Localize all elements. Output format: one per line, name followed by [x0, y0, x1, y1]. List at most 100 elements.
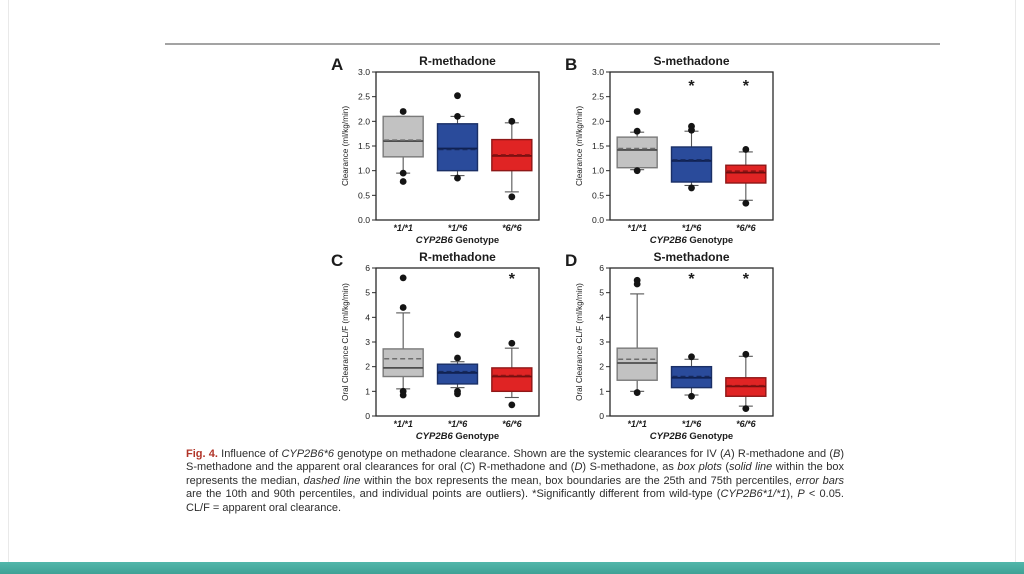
- outlier-dot: [399, 391, 407, 399]
- outlier-dot: [633, 108, 641, 115]
- significance-asterisk: *: [688, 78, 695, 95]
- y-tick-label: 0.0: [592, 215, 604, 225]
- panel-letter: A: [331, 55, 343, 74]
- y-axis-label: Clearance (ml/kg/min): [575, 106, 584, 186]
- y-tick-label: 1.5: [592, 141, 604, 151]
- y-tick-label: 3: [599, 337, 604, 347]
- outlier-dot: [688, 184, 695, 192]
- panel-title: S-methadone: [653, 54, 729, 68]
- outlier-dot: [633, 389, 641, 396]
- box-plot-group: [382, 108, 424, 185]
- outlier-dot: [742, 350, 750, 358]
- y-tick-label: 1.0: [592, 166, 604, 176]
- caption-segment: within the box represents the mean, box …: [360, 474, 796, 487]
- y-tick-label: 4: [365, 312, 370, 322]
- caption-segment: box plots: [677, 461, 722, 474]
- y-tick-label: 1.5: [358, 141, 370, 151]
- caption-segment: within the box represents the median,: [186, 461, 844, 487]
- box: [616, 347, 658, 381]
- x-axis-title: CYP2B6 Genotype: [650, 431, 733, 442]
- slide-left-edge: [8, 0, 9, 574]
- significance-asterisk: *: [509, 271, 516, 288]
- y-tick-label: 6: [365, 263, 370, 273]
- box-plot-group: [670, 353, 713, 400]
- y-tick-label: 2.0: [358, 116, 370, 126]
- y-tick-label: 5: [599, 288, 604, 298]
- outlier-dot: [454, 113, 461, 120]
- caption-segment: CYP2B6*1/*1: [720, 488, 787, 501]
- caption-segment: A: [723, 448, 731, 460]
- caption-segment: CYP2B6*6: [281, 448, 335, 460]
- caption-segment: solid line: [729, 461, 773, 474]
- outlier-dot: [633, 167, 641, 175]
- outlier-dot: [688, 392, 695, 400]
- y-axis-label: Oral Clearance CL/F (ml/kg/min): [341, 283, 350, 401]
- box: [436, 363, 479, 385]
- x-axis-title: CYP2B6 Genotype: [416, 235, 499, 246]
- box-plot-group: [616, 108, 658, 175]
- y-tick-label: 4: [599, 312, 604, 322]
- y-tick-label: 1.0: [358, 166, 370, 176]
- outlier-dot: [688, 126, 695, 134]
- box-plot-group: [725, 146, 767, 207]
- outlier-dot: [454, 390, 461, 398]
- outlier-dot: [454, 92, 461, 100]
- box-plot-group: [436, 331, 479, 398]
- x-category-label: *1/*6: [682, 419, 703, 429]
- y-axis-label: Clearance (ml/kg/min): [341, 106, 350, 186]
- box: [382, 348, 424, 378]
- y-tick-label: 2: [599, 362, 604, 372]
- slide-right-edge: [1015, 0, 1016, 574]
- footer-accent-bar: [0, 562, 1024, 574]
- x-category-label: *1/*6: [448, 223, 469, 233]
- panel-letter: D: [565, 251, 577, 270]
- x-category-label: *1/*1: [627, 419, 647, 429]
- x-category-label: *6/*6: [502, 419, 523, 429]
- outlier-dot: [454, 331, 461, 338]
- y-tick-label: 5: [365, 288, 370, 298]
- y-tick-label: 0: [599, 411, 604, 421]
- x-category-label: *1/*1: [393, 419, 413, 429]
- box-plot-group: [670, 122, 713, 192]
- outlier-dot: [633, 127, 641, 135]
- box: [382, 115, 424, 158]
- y-tick-label: 2.0: [592, 116, 604, 126]
- x-category-label: *1/*6: [448, 419, 469, 429]
- y-tick-label: 3: [365, 337, 370, 347]
- outlier-dot: [508, 339, 516, 347]
- box-plot-group: [436, 92, 479, 182]
- outlier-dot: [508, 193, 516, 201]
- box-plot-group: [491, 117, 533, 201]
- box: [616, 136, 658, 169]
- y-tick-label: 2.5: [358, 92, 370, 102]
- panel-C-boxplot: C R-methadone Oral Clearance CL/F (ml/kg/m…: [331, 250, 540, 442]
- outlier-dot: [454, 174, 461, 182]
- outlier-dot: [399, 108, 407, 115]
- outlier-dot: [688, 353, 695, 361]
- x-category-label: *6/*6: [502, 223, 523, 233]
- y-tick-label: 0.5: [592, 190, 604, 200]
- y-tick-label: 0: [365, 411, 370, 421]
- caption-segment: D: [574, 461, 583, 474]
- caption-segment: ) R-methadone and (: [471, 461, 575, 474]
- outlier-dot: [399, 169, 407, 177]
- panel-letter: B: [565, 55, 577, 74]
- x-category-label: *6/*6: [736, 223, 757, 233]
- significance-asterisk: *: [743, 271, 750, 288]
- caption-segment: (: [721, 461, 730, 474]
- y-tick-label: 6: [599, 263, 604, 273]
- panel-A-boxplot: A R-methadone Clearance (ml/kg/min) 0.0 0.5 1…: [331, 54, 540, 246]
- panel-title: S-methadone: [653, 250, 729, 264]
- box-plot-group: [725, 350, 767, 412]
- caption-segment: genotype on methadone clearance. Shown a…: [334, 448, 724, 460]
- x-category-label: *1/*1: [393, 223, 413, 233]
- y-tick-label: 3.0: [358, 67, 370, 77]
- caption-segment: ) S-methadone and the apparent oral clea…: [186, 448, 845, 474]
- figure-caption: Fig. 4. Influence of CYP2B6*6 genotype o…: [186, 448, 844, 515]
- caption-segment: B: [833, 448, 841, 460]
- x-category-label: *6/*6: [736, 419, 757, 429]
- x-axis-title: CYP2B6 Genotype: [416, 431, 499, 442]
- caption-segment: ) S-methadone, as: [582, 461, 678, 474]
- outlier-dot: [399, 274, 407, 282]
- box-plot-group: [382, 274, 424, 399]
